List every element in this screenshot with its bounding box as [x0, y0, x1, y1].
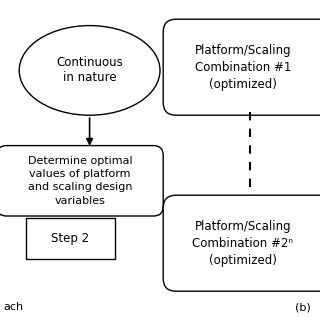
- FancyBboxPatch shape: [163, 195, 320, 291]
- Text: Continuous
in nature: Continuous in nature: [56, 56, 123, 84]
- FancyBboxPatch shape: [0, 146, 163, 216]
- Ellipse shape: [19, 26, 160, 115]
- Text: (b): (b): [295, 302, 310, 312]
- Text: ach: ach: [3, 302, 23, 312]
- Text: Platform/Scaling
Combination #1
(optimized): Platform/Scaling Combination #1 (optimiz…: [195, 44, 291, 91]
- FancyBboxPatch shape: [26, 218, 115, 259]
- Text: Step 2: Step 2: [51, 232, 90, 245]
- FancyBboxPatch shape: [163, 19, 320, 115]
- Text: Platform/Scaling
Combination #2ⁿ
(optimized): Platform/Scaling Combination #2ⁿ (optimi…: [192, 220, 293, 267]
- Text: Determine optimal
values of platform
and scaling design
variables: Determine optimal values of platform and…: [28, 156, 132, 205]
